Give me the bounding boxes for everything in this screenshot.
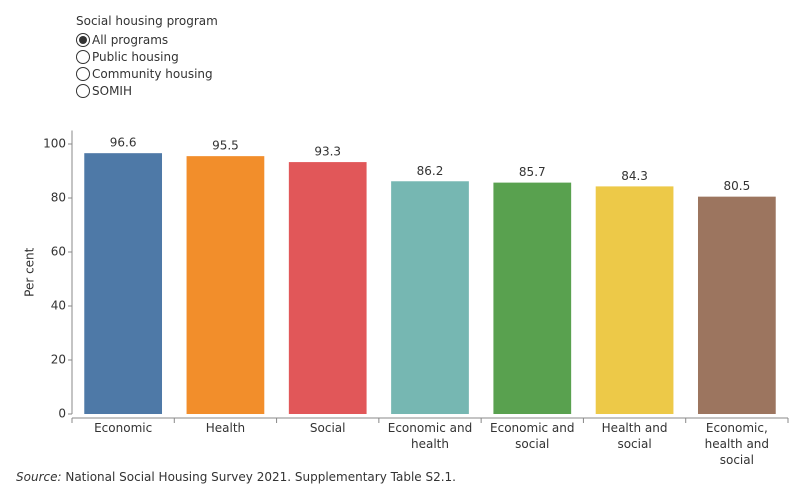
bar xyxy=(288,162,367,414)
bar xyxy=(391,181,469,414)
x-tick-label: Economic xyxy=(94,421,153,435)
value-label: 85.7 xyxy=(519,165,546,179)
y-tick-label: 0 xyxy=(58,407,66,421)
bar xyxy=(697,196,776,414)
y-tick-label: 20 xyxy=(51,353,66,367)
value-label: 96.6 xyxy=(110,136,137,150)
value-label: 84.3 xyxy=(621,169,648,183)
option-label: Public housing xyxy=(92,49,179,64)
value-label: 93.3 xyxy=(314,145,341,159)
x-tick-label: Economic and social xyxy=(490,421,575,451)
filter-option[interactable]: All programs xyxy=(76,31,218,48)
bar xyxy=(84,153,163,414)
bar xyxy=(595,186,674,414)
source-text: National Social Housing Survey 2021. Sup… xyxy=(61,470,456,484)
bar xyxy=(186,156,265,414)
source: Source: National Social Housing Survey 2… xyxy=(16,470,456,484)
x-tick-label: Health and social xyxy=(601,421,668,451)
x-tick-label: Economic, health and social xyxy=(704,421,770,467)
filter-option[interactable]: Community housing xyxy=(76,65,218,82)
value-label: 95.5 xyxy=(212,139,239,153)
bar xyxy=(493,182,572,414)
y-tick-label: 60 xyxy=(51,245,66,259)
option-label: SOMIH xyxy=(92,83,132,98)
program-filter: Social housing program All programs Publi… xyxy=(76,14,218,99)
y-tick-label: 80 xyxy=(51,191,66,205)
radio-button[interactable] xyxy=(76,83,90,98)
radio-button[interactable] xyxy=(76,32,90,47)
y-tick-label: 40 xyxy=(51,299,66,313)
filter-options: All programs Public housing Community hous… xyxy=(76,31,218,99)
radio-button[interactable] xyxy=(76,66,90,81)
x-tick-label: Social xyxy=(309,421,346,435)
option-label: All programs xyxy=(92,32,169,47)
value-label: 86.2 xyxy=(417,164,444,178)
value-label: 80.5 xyxy=(723,179,750,193)
option-label: Community housing xyxy=(92,66,213,81)
radio-button[interactable] xyxy=(76,49,90,64)
source-label: Source: xyxy=(16,470,62,484)
filter-title: Social housing program xyxy=(76,14,218,28)
filter-option[interactable]: SOMIH xyxy=(76,82,218,99)
y-tick-label: 100 xyxy=(43,137,66,151)
x-tick-label: Economic and health xyxy=(387,421,473,451)
y-axis-label: Per cent xyxy=(23,247,37,297)
x-tick-label: Health xyxy=(205,421,246,435)
filter-option[interactable]: Public housing xyxy=(76,48,218,65)
